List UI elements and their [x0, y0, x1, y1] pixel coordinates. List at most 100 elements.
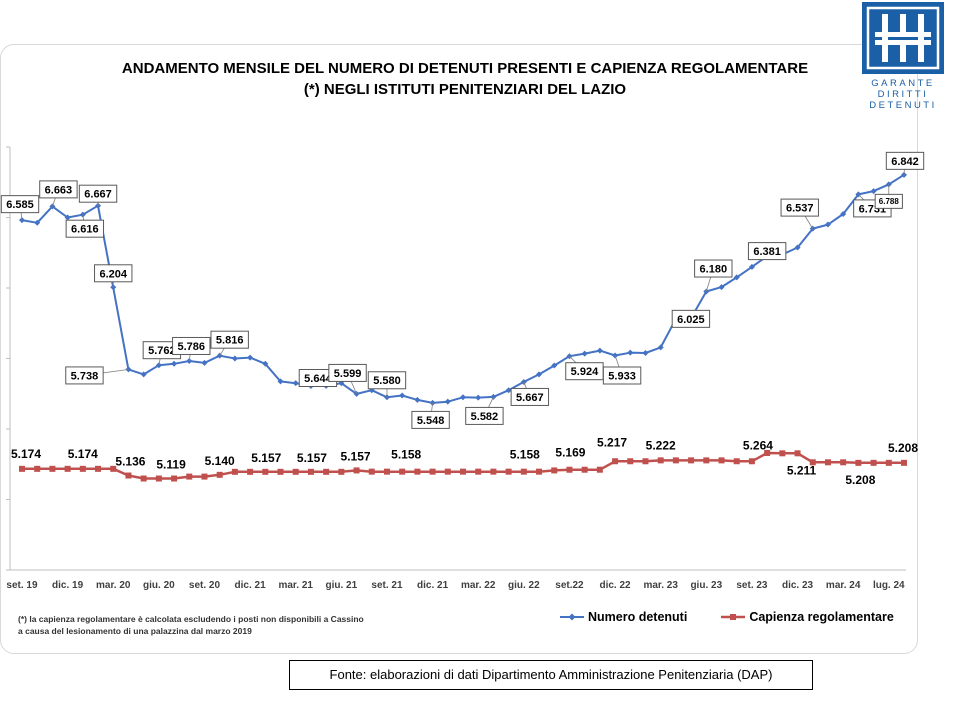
data-label-box [885, 151, 925, 170]
data-point-capienza [186, 473, 193, 480]
data-label-numero-detenuti: 5.548 [417, 415, 445, 427]
data-label-box [874, 193, 903, 209]
data-label-box [210, 330, 249, 349]
data-label-box [328, 363, 367, 382]
x-tick-label: mar. 20 [96, 580, 131, 591]
data-label-numero-detenuti: 5.762 [148, 345, 176, 357]
data-point-numero-detenuti [292, 380, 299, 387]
data-label-capienza: 5.169 [555, 446, 585, 460]
data-label-box [78, 184, 118, 203]
x-tick-label: mar. 24 [826, 580, 861, 591]
data-point-numero-detenuti [277, 378, 284, 385]
data-label-numero-detenuti: 5.738 [71, 370, 99, 382]
data-point-numero-detenuti [414, 396, 421, 403]
garante-logo [862, 2, 944, 74]
data-label-numero-detenuti: 5.933 [608, 370, 636, 382]
data-point-numero-detenuti [460, 394, 466, 401]
data-label-box [780, 198, 819, 217]
x-tick-label: giu. 22 [508, 580, 540, 591]
data-point-capienza [581, 466, 588, 473]
data-label-box [411, 410, 450, 429]
x-tick-label: set.22 [555, 580, 584, 591]
data-label-box [65, 366, 104, 385]
data-point-numero-detenuti [718, 284, 725, 291]
data-point-capienza [429, 468, 436, 475]
data-point-numero-detenuti [34, 219, 41, 226]
footnote: (*) la capienza regolamentare è calcolat… [18, 613, 378, 637]
data-point-numero-detenuti [551, 362, 558, 369]
x-tick-label: dic. 19 [52, 580, 84, 591]
data-label-box [367, 371, 407, 390]
data-label-numero-detenuti: 6.204 [99, 268, 127, 280]
data-point-capienza [596, 466, 603, 473]
data-label-capienza: 5.208 [888, 441, 918, 455]
x-tick-label: mar. 22 [461, 580, 496, 591]
data-point-capienza [779, 450, 786, 457]
data-label-numero-detenuti: 5.924 [571, 366, 599, 378]
x-tick-label: set. 20 [189, 580, 221, 591]
data-point-capienza [34, 465, 41, 472]
data-point-capienza [718, 457, 725, 464]
data-label-numero-detenuti: 5.667 [516, 392, 544, 404]
data-label-capienza: 5.222 [646, 438, 676, 452]
chart-frame [0, 44, 918, 654]
data-point-numero-detenuti [505, 387, 512, 394]
data-label-box [172, 336, 211, 355]
data-point-capienza [688, 457, 695, 464]
data-label-numero-detenuti: 5.786 [178, 341, 206, 353]
data-point-capienza [383, 468, 390, 475]
data-point-numero-detenuti [399, 392, 406, 399]
data-point-numero-detenuti [581, 350, 588, 357]
series-line-numero-detenuti [21, 173, 905, 404]
legend-swatch-blue [560, 613, 584, 621]
data-point-numero-detenuti [444, 398, 451, 405]
data-label-numero-detenuti: 6.025 [677, 314, 705, 326]
x-tick-label: giu. 21 [326, 580, 358, 591]
data-point-capienza [444, 468, 451, 475]
data-point-numero-detenuti [64, 214, 71, 221]
data-point-capienza [505, 468, 512, 475]
data-label-box [747, 242, 787, 261]
data-label-numero-detenuti: 6.788 [879, 197, 900, 206]
data-point-capienza [125, 472, 132, 479]
data-point-capienza [809, 459, 816, 466]
data-point-numero-detenuti [596, 347, 603, 354]
chart-subtitle: (*) NEGLI ISTITUTI PENITENZIARI DEL LAZI… [303, 81, 627, 98]
data-label-box [510, 387, 550, 406]
data-label-box [671, 309, 711, 328]
data-point-capienza [794, 450, 801, 457]
logo-text-detenuti: DETENUTI [869, 100, 937, 111]
x-tick-label: giu. 23 [690, 580, 722, 591]
data-point-numero-detenuti [536, 371, 543, 378]
data-point-numero-detenuti [475, 394, 482, 401]
data-point-capienza [764, 449, 771, 456]
data-label-capienza: 5.174 [11, 447, 41, 461]
data-point-capienza [657, 457, 664, 464]
data-point-capienza [840, 459, 847, 466]
data-label-numero-detenuti: 5.816 [216, 335, 244, 347]
data-point-capienza [824, 459, 831, 466]
data-point-numero-detenuti [247, 354, 254, 361]
x-tick-label: lug. 24 [873, 580, 905, 591]
source-note: Fonte: elaborazioni di dati Dipartimento… [289, 660, 813, 690]
data-point-capienza [566, 466, 573, 473]
x-tick-label: set. 19 [6, 580, 38, 591]
series-line-capienza [22, 451, 904, 480]
data-label-numero-detenuti: 6.616 [71, 224, 99, 236]
data-label-capienza: 5.158 [510, 448, 540, 462]
data-label-capienza: 5.157 [297, 451, 327, 465]
data-label-capienza: 5.174 [68, 447, 98, 461]
footnote-line-2: a causa del lesionamento di una palazzin… [18, 626, 252, 636]
data-label-box [94, 264, 133, 283]
data-label-capienza: 5.140 [205, 454, 235, 468]
data-point-capienza [262, 468, 269, 475]
data-point-capienza [536, 468, 543, 475]
data-point-capienza [520, 468, 527, 475]
data-point-capienza [231, 468, 238, 475]
data-point-capienza [95, 465, 102, 472]
data-point-capienza [140, 475, 147, 482]
data-point-capienza [307, 468, 314, 475]
legend-item-capienza: Capienza regolamentare [721, 610, 894, 624]
data-point-numero-detenuti [824, 221, 831, 228]
data-point-capienza [460, 468, 466, 475]
